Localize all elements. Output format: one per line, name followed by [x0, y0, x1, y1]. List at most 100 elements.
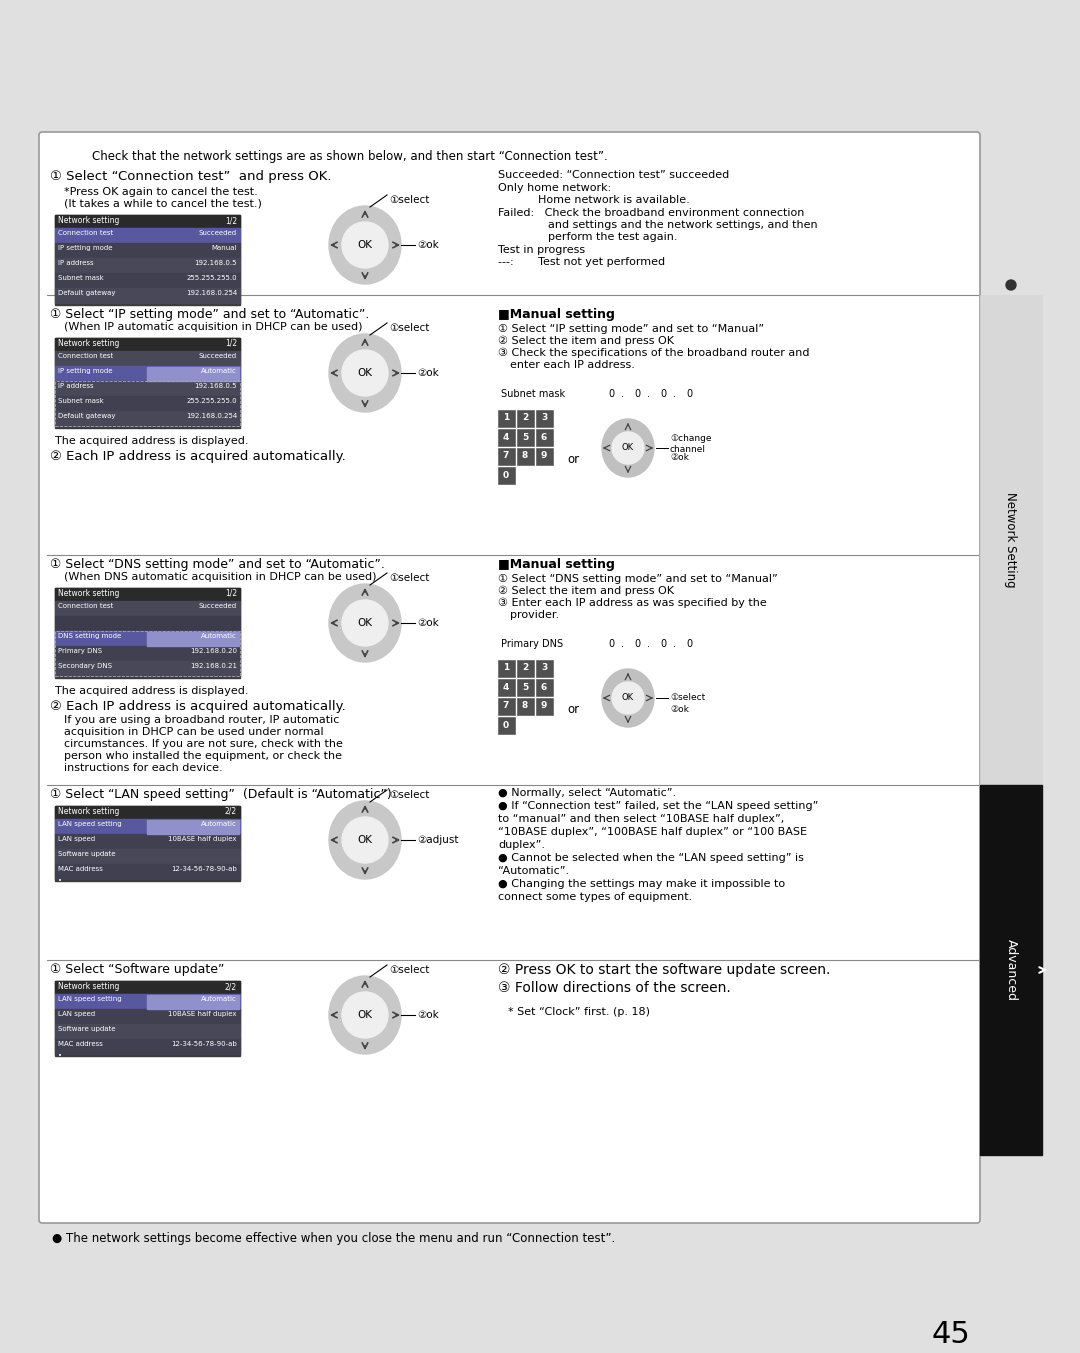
- Text: Advanced: Advanced: [1004, 939, 1017, 1001]
- Bar: [498, 717, 515, 733]
- Text: ① Select “Connection test”  and press OK.: ① Select “Connection test” and press OK.: [50, 170, 332, 183]
- Bar: [55, 601, 240, 616]
- Text: 0: 0: [634, 390, 640, 399]
- Text: or: or: [567, 704, 579, 716]
- Text: and settings and the network settings, and then: and settings and the network settings, a…: [548, 221, 818, 230]
- Text: 0: 0: [608, 390, 615, 399]
- Text: 10BASE half duplex: 10BASE half duplex: [168, 836, 237, 842]
- Text: Automatic: Automatic: [201, 821, 237, 827]
- Text: Subnet mask: Subnet mask: [501, 390, 565, 399]
- Bar: [55, 215, 240, 229]
- Text: acquisition in DHCP can be used under normal: acquisition in DHCP can be used under no…: [64, 727, 324, 737]
- Circle shape: [1005, 280, 1016, 290]
- Text: 2/2: 2/2: [225, 806, 237, 816]
- Text: OK: OK: [357, 618, 373, 628]
- Text: 45: 45: [931, 1321, 970, 1349]
- Bar: [55, 833, 240, 848]
- Text: OK: OK: [357, 368, 373, 377]
- Text: 3: 3: [541, 663, 548, 672]
- Bar: [55, 848, 240, 865]
- Text: Check that the network settings are as shown below, and then start “Connection t: Check that the network settings are as s…: [92, 150, 608, 162]
- Bar: [498, 410, 515, 428]
- Text: Connection test: Connection test: [58, 230, 113, 235]
- Text: Manual: Manual: [212, 245, 237, 252]
- Text: 3: 3: [541, 414, 548, 422]
- Text: to “manual” and then select “10BASE half duplex”,: to “manual” and then select “10BASE half…: [498, 815, 784, 824]
- Text: ②adjust: ②adjust: [417, 835, 459, 846]
- Text: 9: 9: [541, 452, 548, 460]
- Text: *Press OK again to cancel the test.: *Press OK again to cancel the test.: [64, 187, 258, 198]
- Circle shape: [342, 222, 388, 268]
- Text: “10BASE duplex”, “100BASE half duplex” or “100 BASE: “10BASE duplex”, “100BASE half duplex” o…: [498, 827, 807, 838]
- Bar: [517, 660, 534, 676]
- Text: 10BASE half duplex: 10BASE half duplex: [168, 1011, 237, 1017]
- Text: 192.168.0.254: 192.168.0.254: [186, 413, 237, 419]
- Bar: [55, 338, 240, 350]
- Bar: [517, 698, 534, 714]
- Text: Network Setting: Network Setting: [1004, 492, 1017, 587]
- Text: 5: 5: [522, 433, 528, 441]
- Bar: [55, 1024, 240, 1039]
- Text: 2: 2: [522, 414, 528, 422]
- Text: 192.168.0.20: 192.168.0.20: [190, 648, 237, 653]
- Text: ②ok: ②ok: [417, 618, 438, 628]
- Bar: [55, 616, 240, 630]
- Text: OK: OK: [357, 239, 373, 250]
- Text: Succeeded: Succeeded: [199, 353, 237, 359]
- Text: 6: 6: [541, 682, 548, 691]
- Bar: [55, 806, 240, 881]
- Bar: [55, 865, 240, 879]
- Bar: [55, 288, 240, 303]
- Bar: [55, 630, 240, 676]
- Text: Software update: Software update: [58, 851, 116, 856]
- Text: .: .: [647, 390, 650, 399]
- Text: Test in progress: Test in progress: [498, 245, 585, 254]
- Text: IP setting mode: IP setting mode: [58, 245, 112, 252]
- Text: 0: 0: [686, 390, 692, 399]
- Bar: [55, 350, 240, 367]
- Ellipse shape: [329, 584, 401, 662]
- Text: connect some types of equipment.: connect some types of equipment.: [498, 892, 692, 902]
- Bar: [55, 630, 240, 645]
- Text: LAN speed: LAN speed: [58, 1011, 95, 1017]
- Text: 1/2: 1/2: [225, 216, 237, 225]
- Text: Primary DNS: Primary DNS: [501, 639, 563, 649]
- Text: Network setting: Network setting: [58, 340, 120, 348]
- Text: Subnet mask: Subnet mask: [58, 275, 104, 281]
- Text: IP setting mode: IP setting mode: [58, 368, 112, 373]
- Text: (When IP automatic acquisition in DHCP can be used): (When IP automatic acquisition in DHCP c…: [64, 322, 363, 331]
- Text: Succeeded: Succeeded: [199, 603, 237, 609]
- Text: ① Select “IP setting mode” and set to “Manual”: ① Select “IP setting mode” and set to “M…: [498, 323, 765, 334]
- Bar: [498, 429, 515, 446]
- Bar: [55, 981, 240, 1055]
- Text: 0: 0: [660, 390, 666, 399]
- Bar: [147, 820, 239, 833]
- Text: ① Select “IP setting mode” and set to “Automatic”.: ① Select “IP setting mode” and set to “A…: [50, 308, 369, 321]
- Text: ① Select “Software update”: ① Select “Software update”: [50, 963, 225, 976]
- Text: ① Select “DNS setting mode” and set to “Manual”: ① Select “DNS setting mode” and set to “…: [498, 574, 778, 584]
- Bar: [55, 589, 240, 678]
- Bar: [536, 698, 553, 714]
- Text: The acquired address is displayed.: The acquired address is displayed.: [55, 686, 248, 695]
- Bar: [498, 448, 515, 465]
- Text: .: .: [647, 639, 650, 649]
- Circle shape: [342, 992, 388, 1038]
- Bar: [980, 785, 1042, 1155]
- Bar: [536, 660, 553, 676]
- Bar: [517, 410, 534, 428]
- Text: Secondary DNS: Secondary DNS: [58, 663, 112, 668]
- Text: 1/2: 1/2: [225, 340, 237, 348]
- Text: perform the test again.: perform the test again.: [548, 231, 677, 242]
- Text: ■Manual setting: ■Manual setting: [498, 557, 615, 571]
- Bar: [536, 448, 553, 465]
- Text: Automatic: Automatic: [201, 633, 237, 639]
- Text: Automatic: Automatic: [201, 368, 237, 373]
- Text: 192.168.0.5: 192.168.0.5: [194, 260, 237, 267]
- Bar: [55, 382, 240, 396]
- Bar: [517, 429, 534, 446]
- Text: 0: 0: [608, 639, 615, 649]
- Text: ● Normally, select “Automatic”.: ● Normally, select “Automatic”.: [498, 787, 676, 798]
- Text: * Set “Clock” first. (p. 18): * Set “Clock” first. (p. 18): [508, 1007, 650, 1017]
- Text: LAN speed: LAN speed: [58, 836, 95, 842]
- Text: OK: OK: [357, 1009, 373, 1020]
